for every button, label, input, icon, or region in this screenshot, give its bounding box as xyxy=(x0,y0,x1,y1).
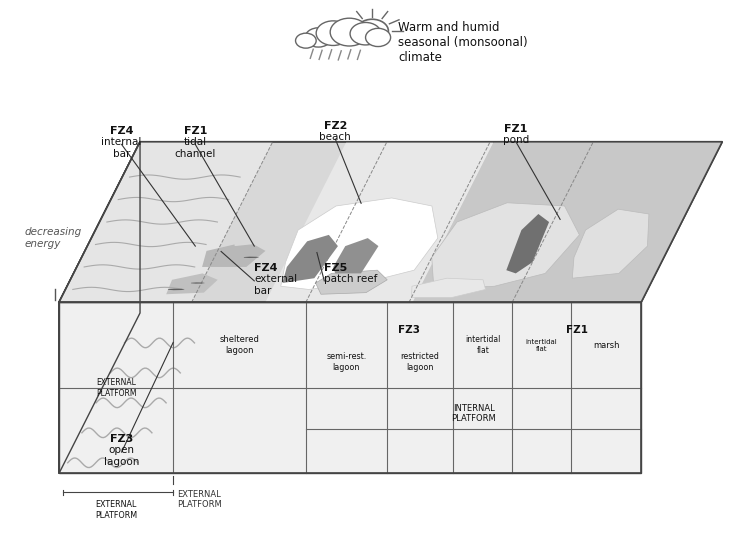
Polygon shape xyxy=(59,302,641,473)
Circle shape xyxy=(356,19,388,43)
Polygon shape xyxy=(282,235,338,283)
Polygon shape xyxy=(572,209,649,278)
Text: FZ1: FZ1 xyxy=(566,325,587,335)
Polygon shape xyxy=(244,257,259,258)
Text: FZ1: FZ1 xyxy=(504,124,528,134)
Polygon shape xyxy=(265,142,494,302)
Text: FZ4: FZ4 xyxy=(254,263,278,273)
Text: patch reef: patch reef xyxy=(324,274,377,284)
Text: sheltered
lagoon: sheltered lagoon xyxy=(220,335,259,355)
Text: beach: beach xyxy=(319,132,352,142)
Circle shape xyxy=(366,28,391,47)
Polygon shape xyxy=(59,142,722,302)
Circle shape xyxy=(305,28,332,47)
Circle shape xyxy=(296,33,316,48)
Text: open
lagoon: open lagoon xyxy=(104,445,139,467)
Polygon shape xyxy=(59,142,140,473)
Text: tidal
channel: tidal channel xyxy=(175,137,216,159)
Polygon shape xyxy=(506,214,549,273)
Polygon shape xyxy=(432,203,579,289)
Text: marsh: marsh xyxy=(593,341,619,349)
Polygon shape xyxy=(59,142,273,302)
Polygon shape xyxy=(413,142,722,302)
Circle shape xyxy=(330,18,368,46)
Text: restricted
lagoon: restricted lagoon xyxy=(401,353,439,372)
Polygon shape xyxy=(315,270,387,294)
Polygon shape xyxy=(281,198,438,289)
Polygon shape xyxy=(202,241,265,267)
Text: decreasing
energy: decreasing energy xyxy=(24,227,82,249)
Text: EXTERNAL
PLATFORM: EXTERNAL PLATFORM xyxy=(95,500,137,519)
Polygon shape xyxy=(411,278,486,297)
Text: FZ5: FZ5 xyxy=(324,263,348,273)
Text: internal
bar: internal bar xyxy=(102,137,142,159)
Text: FZ4: FZ4 xyxy=(110,126,133,136)
Polygon shape xyxy=(168,289,185,290)
Text: pond: pond xyxy=(503,135,529,145)
Text: external
bar: external bar xyxy=(254,274,298,295)
Text: semi-rest.
lagoon: semi-rest. lagoon xyxy=(326,353,366,372)
Circle shape xyxy=(350,22,381,45)
Polygon shape xyxy=(191,282,205,284)
Polygon shape xyxy=(233,209,302,246)
Circle shape xyxy=(316,21,350,45)
Text: intertidal
flat: intertidal flat xyxy=(525,339,558,351)
Text: intertidal
flat: intertidal flat xyxy=(465,335,500,355)
Text: INTERNAL
PLATFORM: INTERNAL PLATFORM xyxy=(451,404,496,423)
Text: FZ1: FZ1 xyxy=(184,126,207,136)
Text: EXTERNAL
PLATFORM: EXTERNAL PLATFORM xyxy=(96,378,136,398)
Text: FZ3: FZ3 xyxy=(398,325,420,335)
Text: EXTERNAL
PLATFORM: EXTERNAL PLATFORM xyxy=(177,490,222,509)
Text: FZ3: FZ3 xyxy=(110,434,133,444)
Text: Warm and humid
seasonal (monsoonal)
climate: Warm and humid seasonal (monsoonal) clim… xyxy=(398,21,528,64)
Polygon shape xyxy=(333,238,378,273)
Polygon shape xyxy=(166,273,217,294)
Text: FZ2: FZ2 xyxy=(324,121,347,131)
